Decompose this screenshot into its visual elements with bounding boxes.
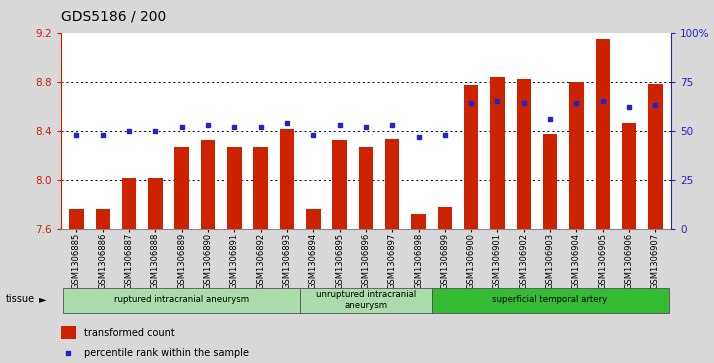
Text: percentile rank within the sample: percentile rank within the sample <box>84 348 249 358</box>
Bar <box>280 130 294 229</box>
Bar <box>149 179 163 229</box>
Text: superficial temporal artery: superficial temporal artery <box>493 295 608 304</box>
Text: transformed count: transformed count <box>84 327 175 338</box>
Bar <box>491 77 505 229</box>
Bar <box>300 288 432 313</box>
Bar <box>174 147 189 229</box>
Text: tissue: tissue <box>6 294 35 305</box>
Text: GDS5186 / 200: GDS5186 / 200 <box>61 9 166 23</box>
Bar <box>438 207 452 229</box>
Bar <box>333 140 347 229</box>
Bar <box>648 84 663 229</box>
Bar <box>64 288 300 313</box>
Bar <box>358 147 373 229</box>
Bar <box>411 214 426 229</box>
Bar <box>201 140 216 229</box>
Bar <box>464 85 478 229</box>
Bar <box>253 147 268 229</box>
Bar <box>61 326 76 339</box>
Bar <box>385 139 399 229</box>
Text: unruptured intracranial
aneurysm: unruptured intracranial aneurysm <box>316 290 416 310</box>
Bar <box>543 134 558 229</box>
Text: ruptured intracranial aneurysm: ruptured intracranial aneurysm <box>114 295 249 304</box>
Text: ►: ► <box>39 294 47 305</box>
Bar <box>432 288 668 313</box>
Bar <box>595 39 610 229</box>
Bar <box>69 209 84 229</box>
Bar <box>227 147 241 229</box>
Bar <box>569 82 583 229</box>
Bar <box>122 179 136 229</box>
Bar <box>96 209 110 229</box>
Bar <box>306 209 321 229</box>
Bar <box>622 123 636 229</box>
Bar <box>516 79 531 229</box>
